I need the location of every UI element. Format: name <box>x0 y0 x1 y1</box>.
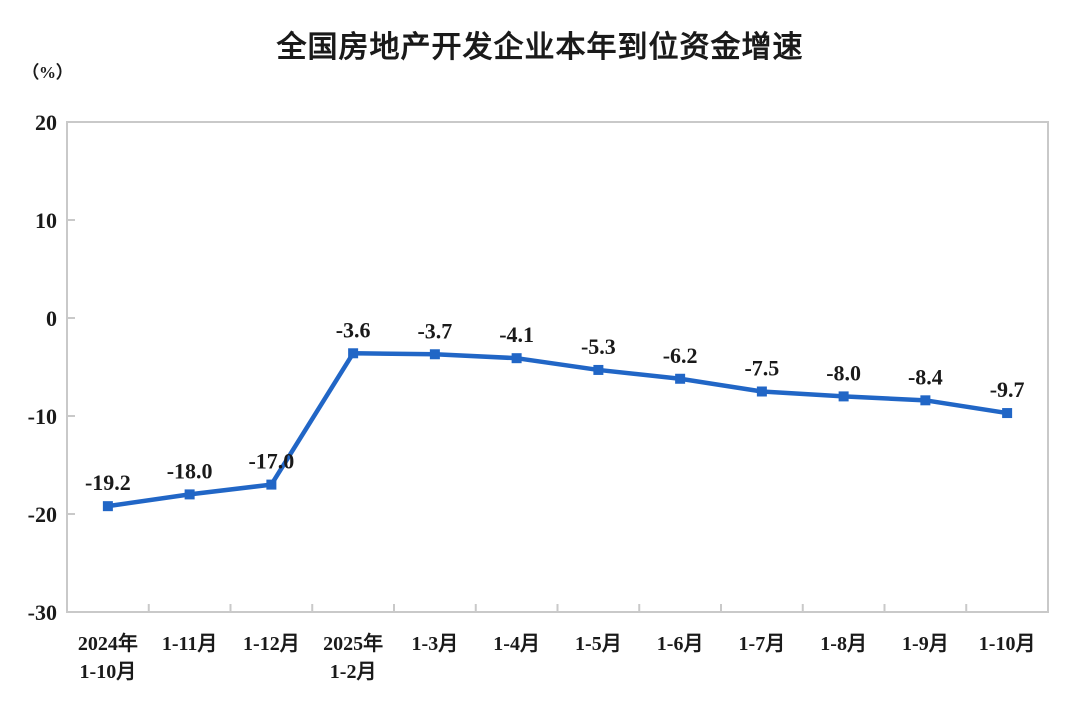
data-point-marker <box>348 348 359 359</box>
y-axis-unit-label: （%） <box>22 63 73 82</box>
data-point-label: -7.5 <box>744 356 779 381</box>
data-point-marker <box>756 386 767 397</box>
data-point-marker <box>675 373 686 384</box>
data-point-label: -8.0 <box>826 360 861 385</box>
x-axis-tick-label: 1-9月 <box>902 633 949 655</box>
x-axis-tick-label: 1-2月 <box>330 661 377 683</box>
data-point-label: -17.0 <box>248 449 294 474</box>
y-axis-tick-label: -20 <box>28 502 57 527</box>
x-axis-tick-label: 1-4月 <box>493 633 540 655</box>
x-axis-tick-label: 2025年 <box>323 631 383 655</box>
data-point-marker <box>184 489 195 500</box>
x-axis-tick-label: 1-7月 <box>739 633 786 655</box>
data-point-label: -3.6 <box>336 317 371 342</box>
data-point-marker <box>429 349 440 360</box>
trend-line <box>105 351 1010 509</box>
data-point-label: -5.3 <box>581 334 616 359</box>
x-axis-tick-label: 1-6月 <box>657 633 704 655</box>
data-point-marker <box>593 364 604 375</box>
data-point-marker <box>838 391 849 402</box>
data-point-marker <box>1002 408 1013 419</box>
data-point-label: -18.0 <box>167 458 213 483</box>
x-axis-tick-label: 1-11月 <box>162 633 218 655</box>
x-axis-tick-label: 1-8月 <box>820 633 867 655</box>
data-point-marker <box>920 395 931 406</box>
x-axis-tick-label: 1-10月 <box>979 633 1036 655</box>
data-point-label: -8.4 <box>908 364 943 389</box>
x-axis-tick-label: 1-3月 <box>412 633 459 655</box>
x-axis-tick-label: 1-12月 <box>243 633 300 655</box>
data-point-label: -9.7 <box>990 377 1025 402</box>
data-point-marker <box>266 479 277 490</box>
data-point-marker <box>511 353 522 364</box>
x-axis-tick-label: 1-5月 <box>575 633 622 655</box>
chart-title: 全国房地产开发企业本年到位资金增速 <box>276 31 804 64</box>
plot-border <box>66 121 1049 613</box>
y-axis-tick-label: 0 <box>46 306 57 331</box>
y-axis-tick-label: -30 <box>28 600 57 625</box>
y-axis-tick-label: 10 <box>35 208 57 233</box>
x-axis-tick-label: 2024年 <box>78 631 138 655</box>
y-axis-tick-label: -10 <box>28 404 57 429</box>
data-point-label: -6.2 <box>663 343 698 368</box>
x-axis-tick-label: 1-10月 <box>80 661 137 683</box>
data-point-label: -4.1 <box>499 322 534 347</box>
data-point-marker <box>102 501 113 512</box>
data-point-label: -3.7 <box>417 318 452 343</box>
y-axis-tick-label: 20 <box>35 110 57 135</box>
data-point-label: -19.2 <box>85 470 131 495</box>
